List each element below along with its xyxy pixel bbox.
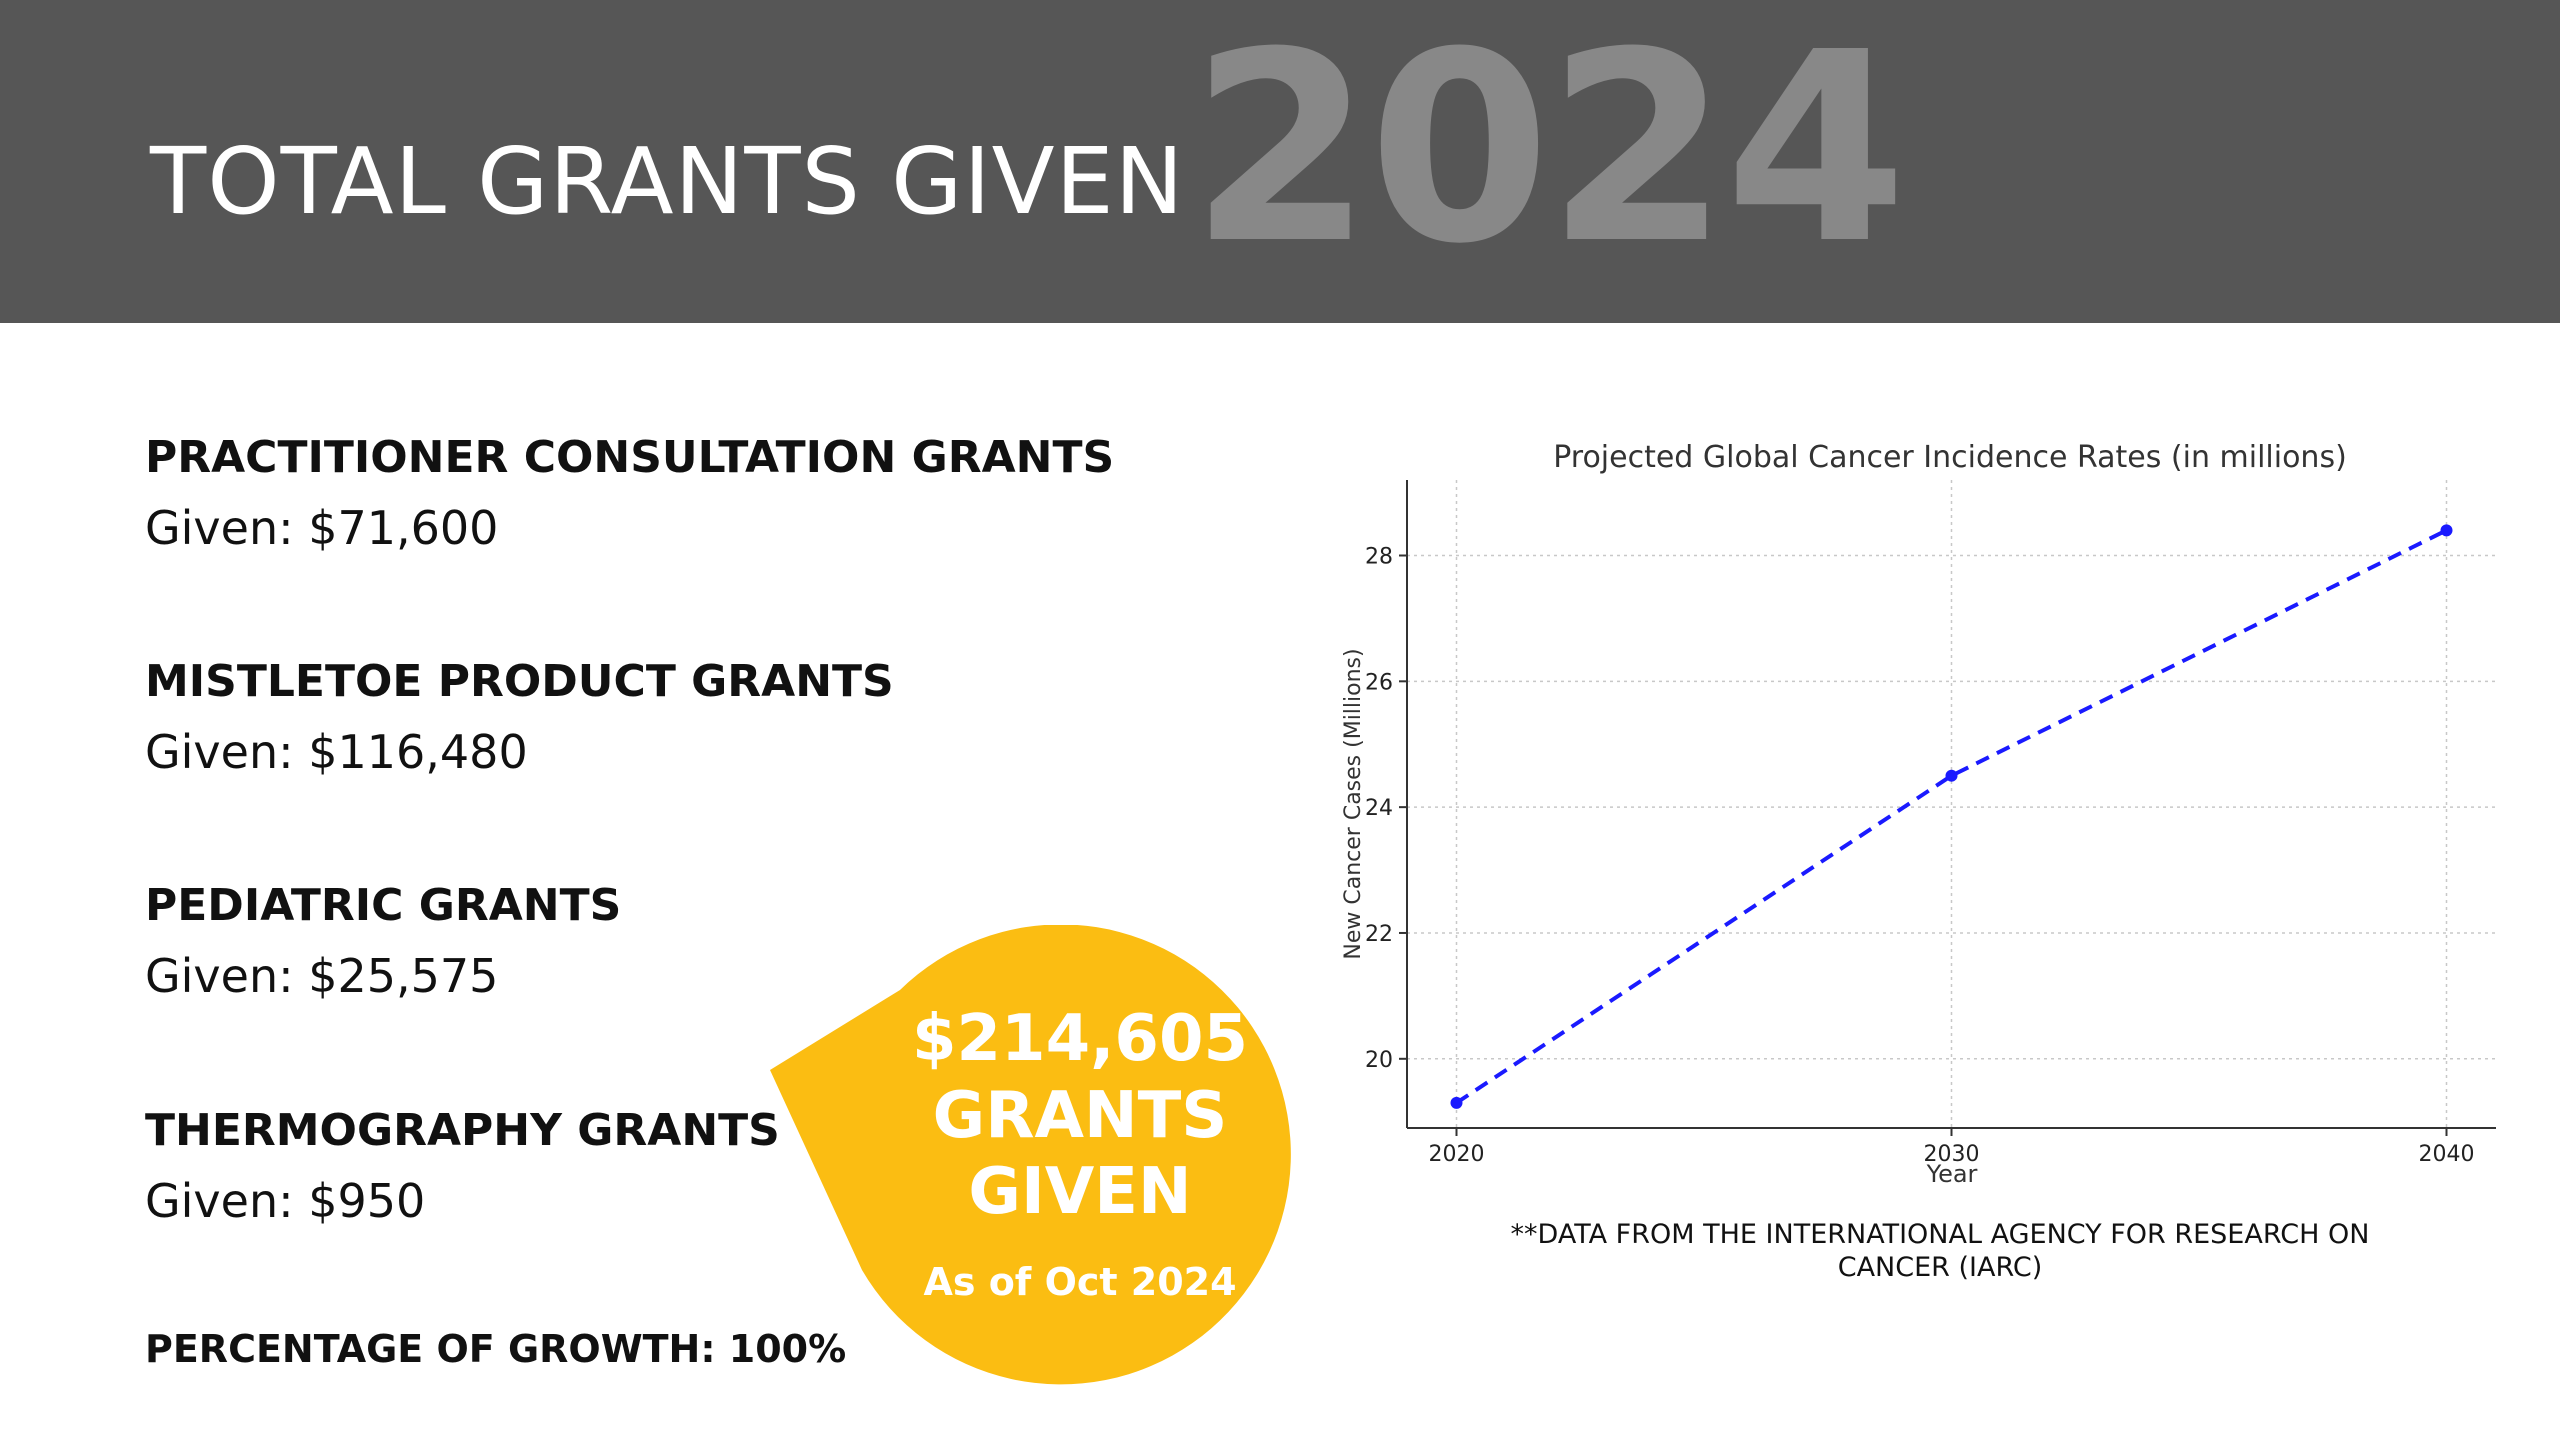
callout-amount: $214,605 xyxy=(911,1002,1249,1076)
y-tick-label: 28 xyxy=(1365,544,1393,569)
grant-name: MISTLETOE PRODUCT GRANTS xyxy=(145,656,894,707)
x-axis-label: Year xyxy=(1926,1160,1978,1188)
grant-name: PEDIATRIC GRANTS xyxy=(145,880,622,931)
grant-name: THERMOGRAPHY GRANTS xyxy=(145,1105,780,1156)
x-ticks: 2020 2030 2040 xyxy=(1429,1128,2475,1167)
grant-practitioner: PRACTITIONER CONSULTATION GRANTS Given: … xyxy=(145,432,1114,555)
x-tick-label: 2030 xyxy=(1924,1142,1980,1167)
header-year: 2024 xyxy=(1190,0,1907,301)
header-banner: TOTAL GRANTS GIVEN 2024 xyxy=(0,0,2560,323)
y-tick-label: 24 xyxy=(1365,796,1393,821)
y-tick-label: 22 xyxy=(1365,922,1393,947)
chart-series xyxy=(1450,524,2453,1109)
callout-label: GRANTS GIVEN xyxy=(932,1079,1228,1229)
data-point-2030 xyxy=(1945,769,1958,782)
grant-amount: Given: $25,575 xyxy=(145,949,499,1003)
callout-date: As of Oct 2024 xyxy=(923,1260,1237,1304)
growth-percentage: PERCENTAGE OF GROWTH: 100% xyxy=(145,1327,847,1371)
y-tick-label: 26 xyxy=(1365,670,1393,695)
series-line xyxy=(1455,528,2448,1105)
page-title: TOTAL GRANTS GIVEN xyxy=(150,128,1185,235)
callout-bubble-shape xyxy=(770,925,1291,1385)
grant-pediatric: PEDIATRIC GRANTS Given: $25,575 xyxy=(145,880,621,1003)
grant-amount: Given: $71,600 xyxy=(145,501,499,555)
chart-title: Projected Global Cancer Incidence Rates … xyxy=(1553,440,2347,475)
x-tick-label: 2040 xyxy=(2419,1142,2475,1167)
data-point-2040 xyxy=(2440,524,2453,537)
line-chart: Projected Global Cancer Incidence Rates … xyxy=(1341,440,2496,1188)
grant-amount: Given: $950 xyxy=(145,1174,426,1228)
grant-thermography: THERMOGRAPHY GRANTS Given: $950 xyxy=(145,1105,780,1228)
source-note: **DATA FROM THE INTERNATIONAL AGENCY FOR… xyxy=(1510,1219,2370,1283)
y-tick-label: 20 xyxy=(1365,1048,1393,1073)
x-tick-label: 2020 xyxy=(1429,1142,1485,1167)
y-axis-label: New Cancer Cases (Millions) xyxy=(1341,648,1366,959)
callout-bubble xyxy=(770,925,1291,1385)
grant-name: PRACTITIONER CONSULTATION GRANTS xyxy=(145,432,1115,483)
y-ticks: 20 22 24 26 28 xyxy=(1365,544,1407,1073)
data-point-2020 xyxy=(1450,1096,1463,1109)
grant-amount: Given: $116,480 xyxy=(145,725,528,779)
chart-grid xyxy=(1407,480,2496,1128)
grant-mistletoe: MISTLETOE PRODUCT GRANTS Given: $116,480 xyxy=(145,656,894,779)
callout-text: $214,605 GRANTS GIVEN As of Oct 2024 xyxy=(850,1000,1310,1304)
